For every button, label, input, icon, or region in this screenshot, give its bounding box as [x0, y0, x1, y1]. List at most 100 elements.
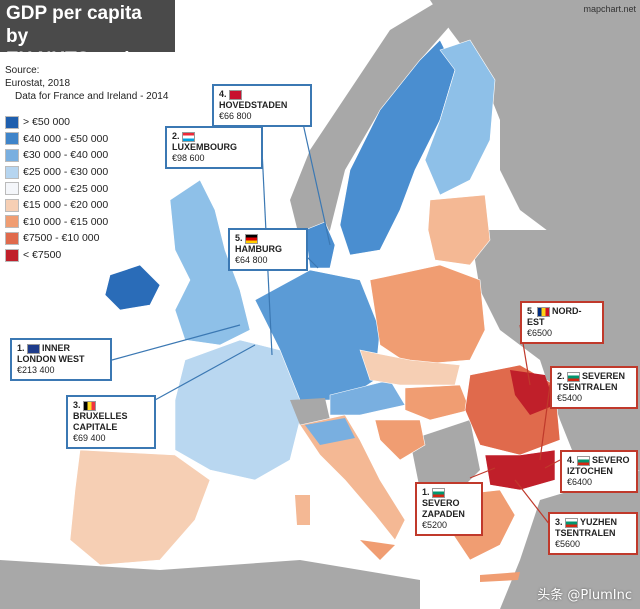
great-britain [169, 179, 251, 346]
callout-rank: 1. [17, 343, 25, 353]
callout-value: €213 400 [17, 365, 55, 375]
legend-label: €40 000 - €50 000 [23, 132, 109, 145]
italy-north [305, 418, 355, 445]
callout-name: YUZHEN TSENTRALEN [555, 517, 618, 538]
flag-bulgaria-icon [577, 455, 591, 466]
bulgaria [484, 449, 556, 491]
flag-uk-icon [27, 343, 41, 354]
crete [480, 572, 520, 582]
legend-label: < €7500 [23, 249, 62, 262]
flag-bulgaria-icon [567, 371, 581, 382]
callout-severo-iztochen: 4. SEVERO IZTOCHEN €6400 [560, 450, 638, 493]
callout-name: HAMBURG [235, 244, 282, 254]
callout-name: LUXEMBOURG [172, 142, 237, 152]
title-line2: EU NUTS region [6, 49, 153, 70]
finland [424, 39, 496, 196]
callout-name: HOVEDSTADEN [219, 100, 288, 110]
legend-label: €15 000 - €20 000 [23, 199, 109, 212]
callout-value: €98 600 [172, 153, 205, 163]
flag-denmark-icon [229, 89, 243, 100]
callout-value: €6500 [527, 328, 553, 338]
callout-value: €5600 [555, 539, 581, 549]
callout-hamburg: 5. HAMBURG €64 800 [228, 228, 308, 271]
iberia [69, 449, 211, 566]
ireland [104, 264, 161, 311]
baltics [427, 194, 491, 266]
romania-nord-est [510, 370, 555, 415]
legend-item: €30 000 - €40 000 [5, 147, 108, 164]
callout-rank: 4. [219, 89, 227, 99]
legend-swatch [5, 215, 19, 229]
legend-label: €10 000 - €15 000 [23, 215, 109, 228]
legend-label: €30 000 - €40 000 [23, 149, 109, 162]
legend-swatch [5, 132, 19, 146]
legend-item: €10 000 - €15 000 [5, 214, 108, 231]
callout-rank: 2. [172, 131, 180, 141]
callout-rank: 5. [235, 233, 243, 243]
source-line2: Eurostat, 2018 [5, 78, 71, 89]
poland [369, 264, 486, 366]
legend-swatch [5, 148, 19, 162]
callout-rank: 1. [422, 487, 430, 497]
callout-rank: 5. [527, 306, 535, 316]
callout-value: €69 400 [73, 433, 106, 443]
croatia [374, 419, 426, 461]
flag-bulgaria-icon [432, 487, 446, 498]
non-eu-land-balkans [410, 420, 480, 500]
callout-inner-london-west: 1. INNER LONDON WEST €213 400 [10, 338, 112, 381]
title-line1: GDP per capita by [6, 3, 142, 47]
non-eu-land-east [470, 230, 640, 470]
sardinia [295, 495, 310, 525]
non-eu-land-africa [0, 560, 420, 609]
watermark: 头条 @PlumInc [537, 588, 632, 603]
callout-name: INNER LONDON WEST [17, 343, 85, 364]
legend-label: > €50 000 [23, 116, 71, 129]
callout-name: SEVEREN TSENTRALEN [557, 371, 626, 392]
legend-swatch [5, 115, 19, 129]
callout-nord-est: 5. NORD-EST €6500 [520, 301, 604, 344]
flag-bulgaria-icon [565, 517, 579, 528]
norway [290, 0, 455, 255]
source-text: Source: Eurostat, 2018 Data for France a… [5, 64, 168, 103]
legend-item: €15 000 - €20 000 [5, 197, 108, 214]
legend-swatch [5, 182, 19, 196]
callout-severen-tsentralen: 2. SEVEREN TSENTRALEN €5400 [550, 366, 638, 409]
legend-item: €40 000 - €50 000 [5, 131, 108, 148]
callout-rank: 3. [555, 517, 563, 527]
brand-label: mapchart.net [583, 4, 636, 14]
callout-rank: 4. [567, 455, 575, 465]
callout-value: €66 800 [219, 111, 252, 121]
flag-luxembourg-icon [182, 131, 196, 142]
callout-value: €5200 [422, 520, 448, 530]
legend-swatch [5, 231, 19, 245]
legend-label: €7500 - €10 000 [23, 232, 100, 245]
flag-germany-icon [245, 233, 259, 244]
legend-item: < €7500 [5, 247, 108, 264]
callout-severo-zapaden: 1. SEVERO ZAPADEN €5200 [415, 482, 483, 536]
source-line3: Data for France and Ireland - 2014 [15, 91, 169, 102]
callout-value: €6400 [567, 477, 593, 487]
callout-yuzhen-tsentralen: 3. YUZHEN TSENTRALEN €5600 [548, 512, 638, 555]
flag-romania-icon [537, 306, 551, 317]
legend-swatch [5, 165, 19, 179]
callout-luxembourg: 2. LUXEMBOURG €98 600 [165, 126, 263, 169]
italy [299, 414, 406, 541]
source-line1: Source: [5, 65, 40, 76]
austria [329, 379, 406, 416]
legend-item: €20 000 - €25 000 [5, 180, 108, 197]
callout-name: SEVERO ZAPADEN [422, 498, 465, 519]
callout-value: €64 800 [235, 255, 268, 265]
legend-item: €25 000 - €30 000 [5, 164, 108, 181]
legend-item: €7500 - €10 000 [5, 230, 108, 247]
france [174, 339, 301, 481]
legend: > €50 000 €40 000 - €50 000 €30 000 - €4… [5, 114, 108, 263]
legend-label: €20 000 - €25 000 [23, 182, 109, 195]
legend-swatch [5, 198, 19, 212]
switzerland [290, 398, 330, 425]
hungary [404, 384, 471, 421]
callout-value: €5400 [557, 393, 583, 403]
legend-label: €25 000 - €30 000 [23, 166, 109, 179]
sicily [360, 540, 395, 560]
legend-item: > €50 000 [5, 114, 108, 131]
callout-name: NORD-EST [527, 306, 582, 327]
